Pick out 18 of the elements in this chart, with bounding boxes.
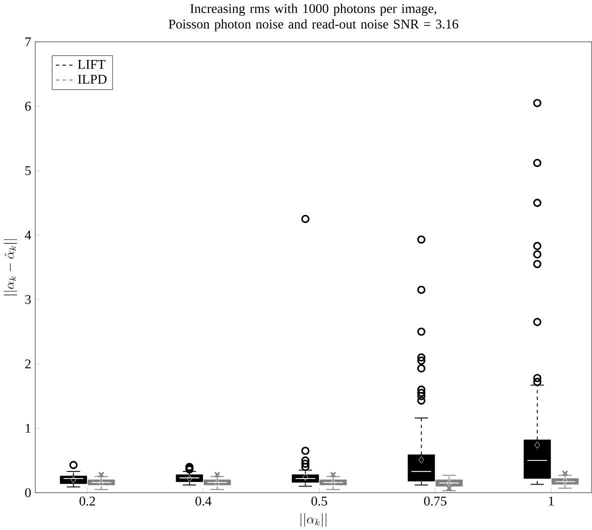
y-tick-label: 1	[26, 424, 30, 433]
y-tick-label: 2	[25, 359, 31, 368]
y-tick-label: 7	[25, 37, 31, 46]
x-tick-label: 1	[549, 496, 554, 506]
y-tick-label: 6	[25, 102, 31, 111]
legend-label: ILPD	[78, 74, 107, 84]
x-axis-title: $||\alpha_k||$	[300, 513, 326, 526]
x-tick-label: 0.2	[80, 496, 95, 506]
y-tick-label: 4	[24, 230, 32, 240]
y-tick-label: 5	[25, 166, 31, 175]
y-axis-title: $||\alpha_k - \hat{\alpha}_k||$	[4, 239, 18, 296]
x-tick-label: 0.75	[424, 496, 446, 506]
x-tick-label: 0.4	[196, 496, 212, 506]
x-tick-label: 0.5	[311, 496, 328, 506]
legend-label: LIFT	[78, 60, 106, 69]
chart-title: Increasing rms with 1000 photons per image, Poisson photon noise and read-out noise SNR = 3.16	[168, 4, 458, 32]
y-tick-label: 0	[25, 488, 31, 498]
y-tick-label: 3	[25, 294, 31, 304]
